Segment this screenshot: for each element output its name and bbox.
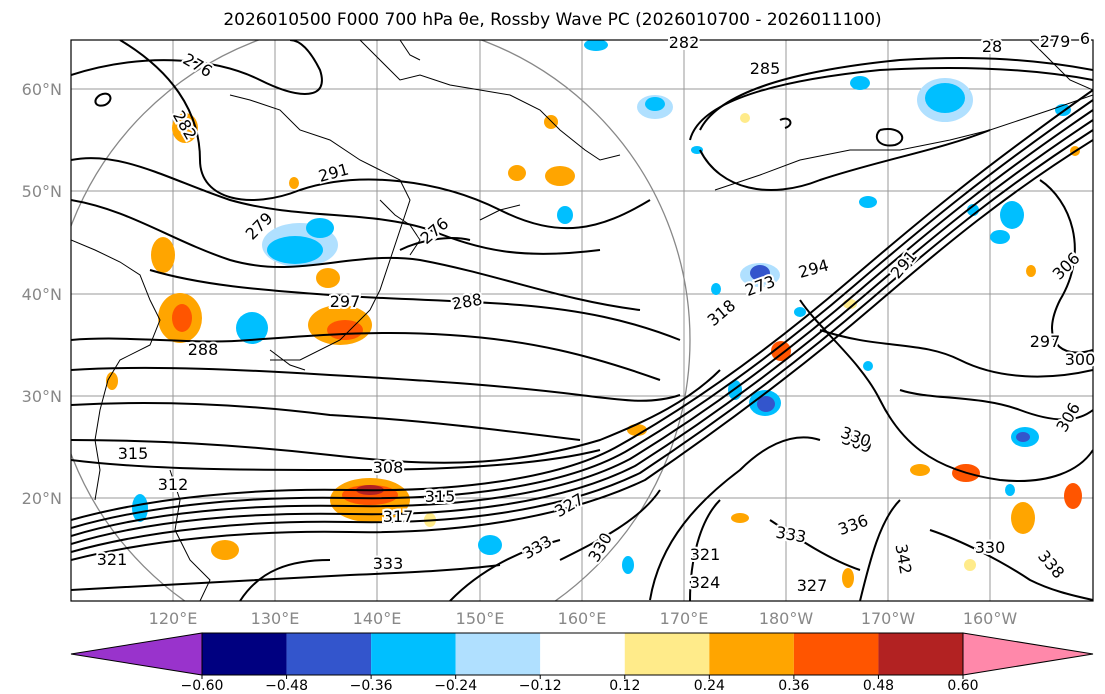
- longitude-labels: 120°E 130°E 140°E 150°E 160°E 170°E 180°W 170°W…: [149, 609, 1018, 628]
- contour-label-halo: 315: [425, 487, 456, 506]
- contour-label: 324: [690, 573, 721, 592]
- contour-label: 333: [373, 554, 404, 573]
- latitude-labels: 60°N 50°N 40°N 30°N 20°N: [22, 80, 62, 508]
- contour-label-halo: 321: [690, 545, 721, 564]
- contour-label: 297: [1030, 332, 1061, 351]
- contour-label: 285: [750, 59, 781, 78]
- contour-label-halo: 308: [373, 458, 404, 477]
- colorbar-tick-label: 0.12: [609, 678, 640, 694]
- colorbar-tick-label: −0.48: [265, 678, 308, 694]
- lon-label: 130°E: [251, 609, 300, 628]
- contour-label: 297: [330, 292, 361, 311]
- lon-label: 150°E: [456, 609, 505, 628]
- lon-label: 160°W: [963, 609, 1018, 628]
- colorbar-bin: [878, 633, 963, 675]
- colorbar-extension-high: [962, 632, 1094, 676]
- contour-label-halo: 312: [158, 475, 189, 494]
- contour-label: 312: [158, 475, 189, 494]
- theta-e-contours: [71, 40, 1093, 601]
- colorbar-bin: [371, 633, 456, 675]
- contour-label: 317: [383, 507, 414, 526]
- contour-label-halo: 6: [1080, 29, 1090, 48]
- colorbar-bin: [202, 633, 287, 675]
- contour-label: 279: [1040, 32, 1071, 51]
- lon-label: 180°W: [759, 609, 814, 628]
- contour-label-halo: 28: [982, 37, 1002, 56]
- contour-label: 321: [690, 545, 721, 564]
- colorbar-tick-label: −0.24: [434, 678, 477, 694]
- lat-label: 40°N: [22, 285, 62, 304]
- colorbar-bin: [455, 633, 541, 675]
- lat-label: 30°N: [22, 387, 62, 406]
- contour-label-halo: 288: [188, 340, 219, 359]
- colorbar-bin: [709, 633, 794, 675]
- contour-label-halo: 297: [330, 292, 361, 311]
- contour-label: 282: [669, 33, 700, 52]
- contour-label: 327: [797, 576, 828, 595]
- colorbar-tick-label: 0.36: [778, 678, 809, 694]
- contour-label-halo: 324: [690, 573, 721, 592]
- colorbar: [70, 632, 1094, 676]
- contour-label: 315: [118, 444, 149, 463]
- colorbar-tick-labels: −0.60 −0.48 −0.36 −0.24 −0.12 0.12 0.24 0.36 0.4…: [181, 675, 979, 694]
- colorbar-bin: [286, 633, 372, 675]
- colorbar-tick-label: 0.60: [947, 678, 978, 694]
- contour-label-halo: 317: [383, 507, 414, 526]
- contour-label-halo: 321: [97, 550, 128, 569]
- colorbar-tick-label: 0.24: [694, 678, 725, 694]
- colorbar-tick-label: −0.12: [519, 678, 562, 694]
- colorbar-bin: [793, 633, 879, 675]
- positive-anomaly-shading: [106, 113, 1082, 588]
- lat-label: 60°N: [22, 80, 62, 99]
- lon-label: 120°E: [149, 609, 198, 628]
- region-circle: [71, 40, 691, 601]
- colorbar-bin: [540, 633, 625, 675]
- colorbar-tick-label: −0.36: [350, 678, 393, 694]
- contour-label-halo: 297: [1030, 332, 1061, 351]
- contour-label: 308: [373, 458, 404, 477]
- contour-label: 6: [1080, 29, 1090, 48]
- colorbar-tick-label: −0.60: [181, 678, 224, 694]
- contour-label-halo: 300: [1065, 350, 1096, 369]
- contour-label: 288: [188, 340, 219, 359]
- colorbar-extension-low: [70, 632, 203, 676]
- map-frame: [70, 39, 1094, 602]
- lon-label: 170°W: [861, 609, 916, 628]
- contour-label-halo: 330: [975, 538, 1006, 557]
- contour-label-halo: 282: [669, 33, 700, 52]
- contour-label-halo: 327: [797, 576, 828, 595]
- colorbar-bin: [624, 633, 710, 675]
- colorbar-outline: [201, 632, 964, 676]
- contour-label-halo: 333: [373, 554, 404, 573]
- contour-label: 28: [982, 37, 1002, 56]
- colorbar-tick-label: 0.48: [863, 678, 894, 694]
- contour-label-halo: 285: [750, 59, 781, 78]
- negative-anomaly-shading: [132, 40, 1071, 574]
- lat-label: 20°N: [22, 489, 62, 508]
- lat-label: 50°N: [22, 182, 62, 201]
- contour-label: 330: [975, 538, 1006, 557]
- contour-label-halo: 279: [1040, 32, 1071, 51]
- lon-label: 140°E: [353, 609, 402, 628]
- contour-label-halo: 315: [118, 444, 149, 463]
- map-title: 2026010500 F000 700 hPa θe, Rossby Wave …: [223, 10, 882, 30]
- contour-label: 300: [1065, 350, 1096, 369]
- lon-label: 170°E: [660, 609, 709, 628]
- lon-label: 160°E: [558, 609, 607, 628]
- contour-label: 321: [97, 550, 128, 569]
- contour-label: 315: [425, 487, 456, 506]
